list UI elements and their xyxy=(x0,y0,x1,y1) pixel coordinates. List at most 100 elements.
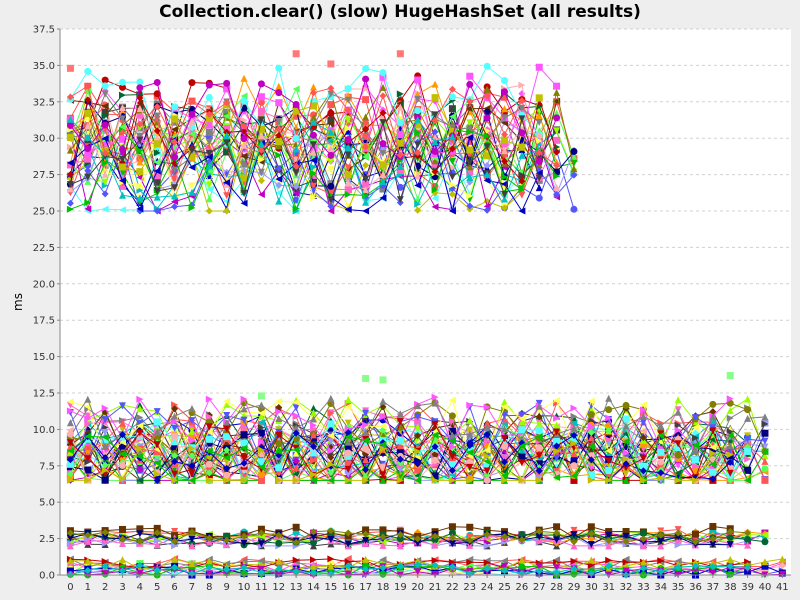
data-point xyxy=(153,537,161,545)
x-tick-label: 33 xyxy=(637,582,650,593)
data-point xyxy=(257,476,265,484)
x-tick-label: 16 xyxy=(342,582,355,593)
data-point xyxy=(692,447,700,455)
data-point xyxy=(605,476,613,484)
data-point xyxy=(553,454,561,462)
data-series xyxy=(66,394,769,455)
data-point xyxy=(101,428,109,436)
data-point xyxy=(362,562,370,570)
data-point xyxy=(171,203,179,211)
data-point xyxy=(240,141,248,149)
data-point xyxy=(153,103,161,111)
data-point xyxy=(240,74,248,82)
data-point xyxy=(66,542,74,550)
data-point xyxy=(362,143,370,151)
data-point xyxy=(709,563,717,571)
data-point xyxy=(136,94,144,102)
data-point xyxy=(692,566,700,574)
data-point xyxy=(257,116,265,124)
data-point xyxy=(344,396,352,404)
series-line xyxy=(70,114,540,200)
data-point xyxy=(535,444,543,452)
data-point xyxy=(119,177,127,185)
data-point xyxy=(553,564,561,572)
data-point xyxy=(744,447,752,455)
data-point xyxy=(344,444,352,452)
data-point xyxy=(518,435,526,443)
data-point xyxy=(223,464,231,472)
data-point xyxy=(744,435,752,443)
data-point xyxy=(501,191,509,199)
data-point xyxy=(310,163,318,171)
data-point xyxy=(501,435,509,443)
data-point xyxy=(344,96,352,104)
data-point xyxy=(257,191,265,199)
data-point xyxy=(257,401,265,409)
data-point xyxy=(257,125,265,133)
data-point xyxy=(396,183,404,191)
data-point xyxy=(605,394,613,402)
data-point xyxy=(344,144,352,152)
data-point xyxy=(466,446,474,454)
data-point xyxy=(431,168,439,176)
data-point xyxy=(726,555,734,563)
data-point xyxy=(257,412,265,420)
data-point xyxy=(379,445,387,453)
data-point xyxy=(535,432,543,440)
data-point xyxy=(310,431,318,439)
y-tick-label: 7.5 xyxy=(39,461,55,472)
data-point xyxy=(587,464,595,472)
data-point xyxy=(362,374,370,382)
data-point xyxy=(761,531,769,539)
data-point xyxy=(136,205,144,213)
data-point xyxy=(570,557,578,565)
data-point xyxy=(379,194,387,202)
data-point xyxy=(344,460,352,468)
data-point xyxy=(448,466,456,474)
data-point xyxy=(188,462,196,470)
data-point xyxy=(692,423,700,431)
data-point xyxy=(587,530,595,538)
data-point xyxy=(431,532,439,540)
data-point xyxy=(327,536,335,544)
data-point xyxy=(466,426,474,434)
series-line xyxy=(70,535,748,547)
data-point xyxy=(466,173,474,181)
data-point xyxy=(396,476,404,484)
data-point xyxy=(205,460,213,468)
data-point xyxy=(310,539,318,547)
data-point xyxy=(483,171,491,179)
data-point xyxy=(101,149,109,157)
data-point xyxy=(153,140,161,148)
data-point xyxy=(153,529,161,537)
data-point xyxy=(171,166,179,174)
data-point xyxy=(344,465,352,473)
data-point xyxy=(66,159,74,167)
data-point xyxy=(448,427,456,435)
data-point xyxy=(66,529,74,537)
data-point xyxy=(257,140,265,148)
data-point xyxy=(362,555,370,563)
data-point xyxy=(240,454,248,462)
data-point xyxy=(726,372,734,380)
data-point xyxy=(657,537,665,545)
data-point xyxy=(153,441,161,449)
data-point xyxy=(379,413,387,421)
data-point xyxy=(362,96,370,104)
data-point xyxy=(66,557,74,565)
data-point xyxy=(223,411,231,419)
x-tick-label: 6 xyxy=(171,582,177,593)
chart-title: Collection.clear() (slow) HugeHashSet (a… xyxy=(159,2,641,22)
data-point xyxy=(275,138,283,146)
data-point xyxy=(639,529,647,537)
data-point xyxy=(379,422,387,430)
data-point xyxy=(344,471,352,479)
data-point xyxy=(535,131,543,139)
data-point xyxy=(501,204,509,212)
data-point xyxy=(240,135,248,143)
data-point xyxy=(327,476,335,484)
data-point xyxy=(101,90,109,98)
x-tick-label: 40 xyxy=(759,582,772,593)
data-point xyxy=(310,118,318,126)
data-point xyxy=(570,171,578,179)
